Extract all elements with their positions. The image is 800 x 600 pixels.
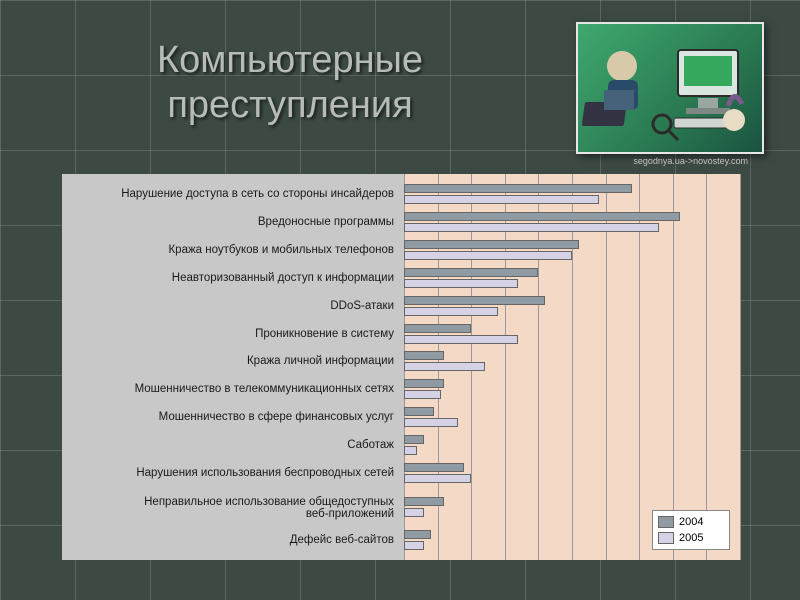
bar-2005 — [404, 508, 424, 517]
bar-2004 — [404, 351, 444, 360]
chart-row: Проникновение в систему — [62, 320, 740, 348]
chart-row: Неавторизованный доступ к информации — [62, 264, 740, 292]
category-label: Неавторизованный доступ к информации — [64, 272, 394, 284]
bar-2005 — [404, 279, 518, 288]
chart-row: Кража ноутбуков и мобильных телефонов — [62, 236, 740, 264]
chart-legend: 2004 2005 — [652, 510, 730, 550]
bar-2005 — [404, 335, 518, 344]
hacker-illustration — [576, 22, 764, 154]
bar-2005 — [404, 251, 572, 260]
category-label: Дефейс веб-сайтов — [64, 534, 394, 546]
chart-row: DDoS-атаки — [62, 292, 740, 320]
bar-2005 — [404, 195, 599, 204]
slide-title: Компьютерные преступления — [60, 38, 520, 128]
bar-2004 — [404, 407, 434, 416]
bar-2005 — [404, 418, 458, 427]
chart-row: Нарушение доступа в сеть со стороны инса… — [62, 180, 740, 208]
bar-2004 — [404, 240, 579, 249]
bar-2004 — [404, 268, 538, 277]
bar-2004 — [404, 184, 632, 193]
bar-2005 — [404, 474, 471, 483]
chart-row: Неправильное использование общедоступных… — [62, 487, 740, 526]
bar-2004 — [404, 463, 464, 472]
category-label: Мошенничество в телекоммуникационных сет… — [64, 383, 394, 395]
crimes-bar-chart: Нарушение доступа в сеть со стороны инса… — [62, 174, 740, 560]
category-label: Проникновение в систему — [64, 328, 394, 340]
category-label: Нарушение доступа в сеть со стороны инса… — [64, 188, 394, 200]
bar-2004 — [404, 324, 471, 333]
bar-2005 — [404, 390, 441, 399]
legend-label-2005: 2005 — [679, 532, 703, 544]
gridline — [740, 174, 741, 560]
bar-2005 — [404, 307, 498, 316]
legend-row-2004: 2004 — [658, 514, 724, 530]
bar-2005 — [404, 362, 485, 371]
category-label: Вредоносные программы — [64, 216, 394, 228]
category-label: Кража личной информации — [64, 355, 394, 367]
category-label: Неправильное использование общедоступных… — [64, 496, 394, 520]
category-label: Кража ноутбуков и мобильных телефонов — [64, 244, 394, 256]
legend-swatch-2005 — [658, 532, 674, 544]
legend-row-2005: 2005 — [658, 530, 724, 546]
chart-row: Дефейс веб-сайтов — [62, 526, 740, 554]
bar-2005 — [404, 223, 659, 232]
chart-row: Нарушения использования беспроводных сет… — [62, 459, 740, 487]
legend-label-2004: 2004 — [679, 516, 703, 528]
bar-2005 — [404, 446, 417, 455]
chart-row: Саботаж — [62, 431, 740, 459]
watermark-text: segodnya.ua->novostey.com — [633, 156, 748, 166]
chart-row: Вредоносные программы — [62, 208, 740, 236]
bar-2004 — [404, 497, 444, 506]
chart-row: Мошенничество в телекоммуникационных сет… — [62, 375, 740, 403]
chart-row: Мошенничество в сфере финансовых услуг — [62, 403, 740, 431]
bar-2004 — [404, 296, 545, 305]
chart-rows: Нарушение доступа в сеть со стороны инса… — [62, 180, 740, 554]
category-label: Мошенничество в сфере финансовых услуг — [64, 411, 394, 423]
bar-2004 — [404, 212, 680, 221]
category-label: Саботаж — [64, 439, 394, 451]
legend-swatch-2004 — [658, 516, 674, 528]
category-label: Нарушения использования беспроводных сет… — [64, 467, 394, 479]
bar-2004 — [404, 530, 431, 539]
category-label: DDoS-атаки — [64, 300, 394, 312]
bar-2005 — [404, 541, 424, 550]
bar-2004 — [404, 435, 424, 444]
chart-row: Кража личной информации — [62, 347, 740, 375]
hacker-illustration-svg — [578, 24, 762, 152]
bar-2004 — [404, 379, 444, 388]
